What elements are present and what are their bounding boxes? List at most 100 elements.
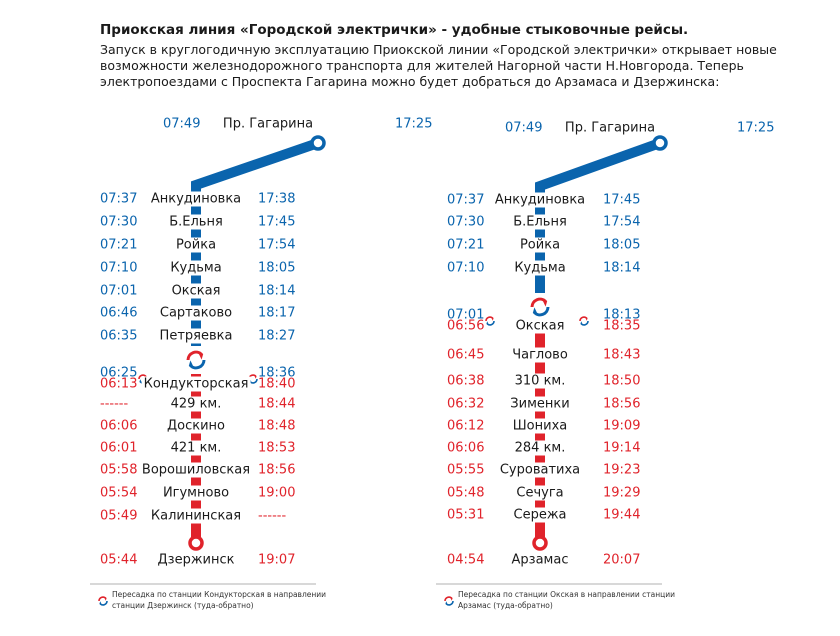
- time: 07:10: [447, 260, 485, 276]
- station-name: Кудьма: [168, 260, 224, 276]
- time: 18:48: [258, 418, 296, 434]
- time: 19:00: [258, 485, 296, 501]
- time: 19:29: [603, 485, 641, 501]
- station-name: Игумново: [160, 485, 232, 501]
- intro-line: возможности железнодорожного транспорта …: [100, 58, 744, 73]
- time: 07:37: [447, 192, 485, 208]
- station-name: Суроватиха: [497, 462, 583, 478]
- station-name: Ройка: [517, 237, 563, 253]
- transfer-icon: [99, 601, 103, 606]
- time: 07:01: [447, 307, 485, 323]
- time: 07:01: [100, 283, 138, 299]
- transfer-icon: [103, 596, 107, 601]
- transfer-icon: [139, 379, 143, 384]
- time: 06:45: [447, 347, 485, 363]
- transfer-icon: [253, 374, 257, 379]
- transfer-icon: [486, 321, 490, 326]
- time: 19:09: [603, 418, 641, 434]
- time: 18:05: [258, 260, 296, 276]
- station-name: 310 км.: [512, 373, 568, 389]
- footnote: Арзамас (туда-обратно): [458, 601, 553, 610]
- time: 07:21: [100, 237, 138, 253]
- time: 06:35: [100, 328, 138, 344]
- time: 06:38: [447, 373, 485, 389]
- transfer-icon: [584, 316, 588, 321]
- line-blue: [535, 138, 662, 293]
- time: 19:14: [603, 440, 641, 456]
- station-name: 284 км.: [512, 440, 568, 456]
- time: 20:07: [603, 552, 641, 568]
- station-name: Пр. Гагарина: [222, 116, 314, 132]
- terminal: [188, 535, 204, 551]
- footnote: Пересадка по станции Окская в направлени…: [458, 590, 676, 599]
- time: 18:56: [258, 462, 296, 478]
- transfer-icon: [449, 596, 453, 601]
- time: 07:37: [100, 191, 138, 207]
- time: 04:54: [447, 552, 485, 568]
- time: 06:25: [100, 365, 138, 381]
- station-name: Б.Ельня: [511, 214, 569, 230]
- time: 18:14: [603, 260, 641, 276]
- station-name: Кондукторская: [141, 376, 251, 392]
- transfer-icon: [445, 601, 449, 606]
- station-name: Анкудиновка: [148, 191, 244, 207]
- time: 18:27: [258, 328, 296, 344]
- time: 18:35: [603, 318, 641, 334]
- transfer-icon: [188, 360, 195, 369]
- time: 19:23: [603, 462, 641, 478]
- time: 07:49: [163, 116, 201, 132]
- terminal: [652, 135, 668, 151]
- station-name: Ройка: [173, 237, 219, 253]
- station-name: Сечуга: [514, 485, 566, 501]
- time: 18:53: [258, 440, 296, 456]
- time: 06:32: [447, 396, 485, 412]
- time: ------: [258, 508, 287, 524]
- time: 06:01: [100, 440, 138, 456]
- transfer-icon: [541, 298, 548, 307]
- time: 17:25: [395, 116, 433, 132]
- time: 06:06: [100, 418, 138, 434]
- station-name: Кудьма: [512, 260, 568, 276]
- transfer-icon: [580, 321, 584, 326]
- time: 07:49: [505, 120, 543, 136]
- time: ------: [100, 396, 129, 412]
- station-name: Зименки: [508, 396, 572, 412]
- time: 17:38: [258, 191, 296, 207]
- station-name: Анкудиновка: [492, 192, 588, 208]
- station-name: Пр. Гагарина: [564, 120, 656, 136]
- time: 07:21: [447, 237, 485, 253]
- transfer-icon: [197, 351, 204, 360]
- station-name: Калининская: [148, 508, 244, 524]
- station-name: Доскино: [164, 418, 228, 434]
- time: 18:44: [258, 396, 296, 412]
- station-name: Сережа: [511, 507, 569, 523]
- station-name: 429 км.: [168, 396, 224, 412]
- time: 06:06: [447, 440, 485, 456]
- time: 05:44: [100, 552, 138, 568]
- terminal: [310, 135, 326, 151]
- time: 07:30: [447, 214, 485, 230]
- time: 06:56: [447, 318, 485, 334]
- time: 17:45: [258, 214, 296, 230]
- time: 17:45: [603, 192, 641, 208]
- terminal: [532, 535, 548, 551]
- time: 06:12: [447, 418, 485, 434]
- time: 17:54: [258, 237, 296, 253]
- time: 05:55: [447, 462, 485, 478]
- time: 19:44: [603, 507, 641, 523]
- station-name: Чаглово: [510, 347, 570, 363]
- time: 05:54: [100, 485, 138, 501]
- time: 06:46: [100, 305, 138, 321]
- time: 06:13: [100, 376, 138, 392]
- time: 18:50: [603, 373, 641, 389]
- time: 18:56: [603, 396, 641, 412]
- time: 18:43: [603, 347, 641, 363]
- time: 05:49: [100, 508, 138, 524]
- time: 07:10: [100, 260, 138, 276]
- time: 18:36: [258, 365, 296, 381]
- station-name: Шониха: [510, 418, 570, 434]
- intro-line: электропоездами с Проспекта Гагарина мож…: [100, 74, 720, 89]
- title: Приокская линия «Городской электрички» -…: [100, 22, 689, 38]
- station-name: Сартаково: [157, 305, 235, 321]
